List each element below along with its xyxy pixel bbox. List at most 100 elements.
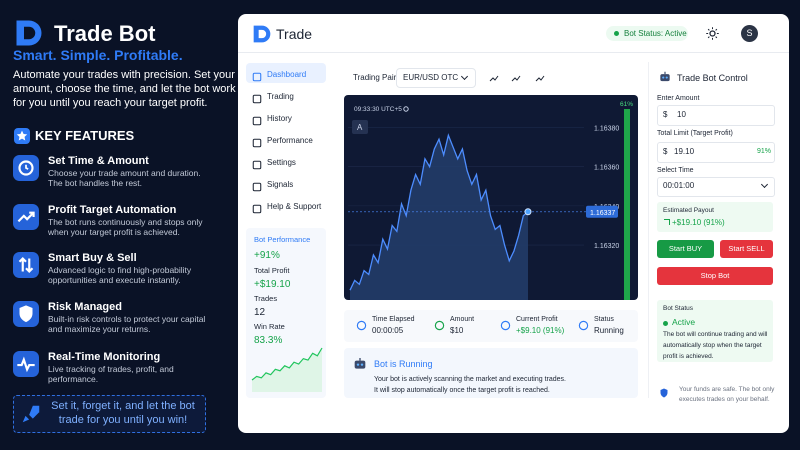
icon-part [17,356,35,373]
stat-value: +$9.10 (91%) [516,326,565,335]
sell-button[interactable] [720,240,773,258]
icon-part [511,75,521,82]
y-tick-label: 1.16380 [594,125,619,132]
icon-part [360,363,364,366]
buy-button-label: Start BUY [668,244,703,253]
running-title: Bot is Running [374,359,433,369]
panel-divider [648,62,649,398]
app-title: Trade [276,26,313,42]
status-text: Bot Status: Active [624,29,687,38]
price-area [350,135,528,300]
sell-button-label: Start SELL [728,244,765,253]
bot-status-box [657,300,773,362]
feature-title: Profit Target Automation [48,204,177,216]
settings-icon [403,106,409,112]
limit-input[interactable] [657,142,775,163]
feature-desc: opportunities and execute instantly. [48,275,181,285]
stat-label: Current Profit [516,316,558,323]
menu-label: Help & Support [267,202,322,211]
status-label: Bot Status [663,305,693,312]
theme-toggle[interactable] [705,26,720,41]
cta-line: trade for you until you win! [58,414,188,426]
tool-icon[interactable] [488,71,500,83]
icon-part [252,160,262,170]
icon-part [252,94,262,104]
feature-desc: when your target profit is achieved. [48,227,180,237]
tool-icon[interactable] [534,71,546,83]
payout-box [657,202,773,232]
pair-value: EUR/USD OTC [403,73,459,82]
menu-label: Settings [267,158,296,167]
menu-label: Signals [267,180,294,189]
icon-part [511,75,521,82]
status-value: Active [672,317,696,327]
stat-label: Status [594,316,614,323]
icon-part [252,204,262,214]
icon-part [709,30,716,37]
feature-icon [13,204,39,230]
pair-select[interactable] [396,68,476,88]
amount-value: 10 [677,110,686,119]
icon-part [500,320,511,331]
buy-button[interactable] [657,240,714,258]
note-line: Your funds are safe. The bot only [679,386,775,393]
icon-part [22,405,40,423]
menu-icon [252,179,262,192]
icon-part [706,27,719,40]
icon-part [252,72,262,82]
stop-button[interactable] [657,267,773,285]
header-divider [238,52,789,53]
app-logo [252,24,272,44]
icon-part [17,356,35,373]
stat-icon [500,318,511,331]
performance-trades: 12 [254,307,266,318]
status-line: automatically stop when the target [663,342,762,349]
current-price-box [586,205,618,218]
limit-value: 19.10 [674,147,695,156]
tool-icon[interactable] [510,71,522,83]
feature-desc: performance. [48,374,99,384]
features-heading: KEY FEATURES [35,128,135,143]
chart-button [352,120,368,134]
status-dot [663,321,668,326]
current-price: 1.16337 [590,210,615,217]
limit-pct: 91% [757,148,772,155]
label: Total Profit [254,266,290,275]
performance-change: +91% [254,250,280,261]
running-line: Your bot is actively scanning the market… [374,376,566,383]
price-line [349,133,529,291]
amount-input[interactable] [657,105,775,126]
star-ring [14,128,30,144]
stat-value: $10 [450,326,464,335]
feature-desc: Advanced logic to find high-probability [48,265,192,275]
sparkline-area [252,348,322,392]
icon-part [252,116,262,126]
icon-part [578,320,589,331]
stat-icon [356,318,367,331]
y-tick-label: 1.16360 [594,165,619,172]
menu-label: Performance [267,136,313,145]
intro-line: for you until you reach your target prof… [13,97,208,109]
stat-icon [434,318,445,331]
label: Enter Amount [657,95,700,102]
menu-label: Dashboard [267,70,307,79]
icon-part [252,182,262,192]
avatar[interactable]: S [741,25,758,42]
icon-part [18,256,34,274]
gauge-bar [624,109,630,300]
status-pill [606,26,688,41]
feature-title: Set Time & Amount [48,155,149,167]
feature-desc: Live tracking of trades, profit, and [48,364,174,374]
icon-part [16,20,42,46]
stop-button-label: Stop Bot [700,271,730,280]
status-dot [614,31,619,36]
icon-part [660,388,668,398]
feature-title: Smart Buy & Sell [48,252,137,264]
icon-part [252,138,262,148]
icon-part [662,76,665,79]
icon-part [252,182,262,192]
feature-title: Real-Time Monitoring [48,351,161,363]
time-select[interactable] [657,177,775,197]
icon-part [17,211,35,223]
logo [14,18,44,48]
